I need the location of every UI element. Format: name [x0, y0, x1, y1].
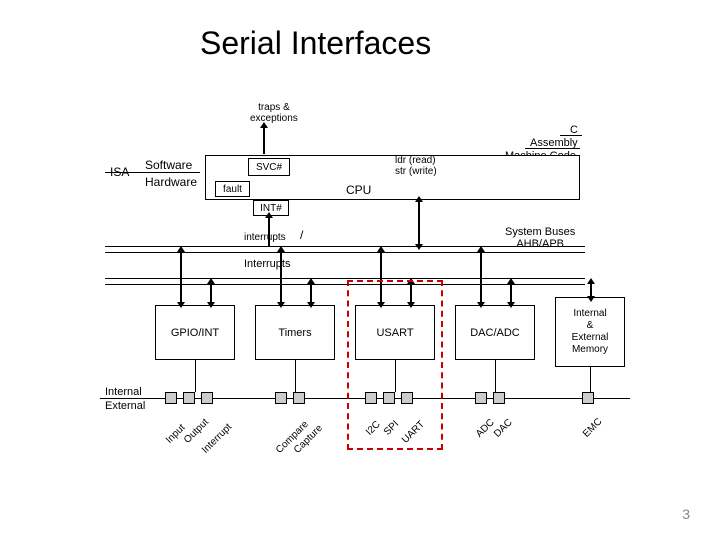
pin-sq	[201, 392, 213, 404]
hardware-label: Hardware	[145, 175, 197, 189]
arrow-mem-bus	[590, 284, 592, 296]
arrow-dac-int	[480, 252, 482, 302]
pin-label: Input	[164, 422, 188, 446]
peripheral-timers: Timers	[255, 305, 335, 360]
tick-5	[590, 367, 591, 392]
internal-label: Internal	[105, 386, 142, 398]
tick-1	[195, 360, 196, 392]
isa-divider	[105, 172, 200, 173]
interrupts2-label: Interrupts	[244, 258, 290, 270]
external-label: External	[105, 400, 145, 412]
pin-label: EMC	[581, 416, 605, 440]
tick-4	[495, 360, 496, 392]
cpu-label: CPU	[346, 183, 371, 197]
pin-sq	[165, 392, 177, 404]
arrow-dac-bus	[510, 284, 512, 302]
interrupt-bus-bot	[105, 252, 585, 253]
slide-title: Serial Interfaces	[200, 25, 431, 62]
traps-arrow	[263, 128, 265, 154]
arrow-gpio-bus	[210, 284, 212, 302]
peripheral-gpio: GPIO/INT	[155, 305, 235, 360]
fault-box: fault	[215, 181, 250, 197]
software-label: Software	[145, 158, 192, 172]
interrupts-arrow	[268, 218, 270, 246]
ldr-label: ldr (read)	[395, 155, 436, 166]
pin-label: DAC	[492, 417, 515, 440]
pin-sq	[493, 392, 505, 404]
arrow-timers-bus	[310, 284, 312, 302]
peripheral-dac: DAC/ADC	[455, 305, 535, 360]
pin-sq	[183, 392, 195, 404]
pin-label: ADC	[474, 417, 497, 440]
traps-label: traps & exceptions	[250, 102, 298, 124]
svc-box: SVC#	[248, 158, 290, 176]
pin-sq	[293, 392, 305, 404]
interrupt-slash: /	[300, 228, 303, 242]
pin-sq	[582, 392, 594, 404]
cpu-bus-arrow	[418, 202, 420, 244]
highlight-usart	[347, 280, 443, 450]
page-number: 3	[682, 506, 690, 522]
pin-sq	[475, 392, 487, 404]
stack-line2	[525, 148, 580, 149]
arrow-timers-int	[280, 252, 282, 302]
tick-2	[295, 360, 296, 392]
str-label: str (write)	[395, 166, 437, 177]
arrow-gpio-int	[180, 252, 182, 302]
pin-sq	[275, 392, 287, 404]
system-bus-bot	[105, 284, 585, 285]
peripheral-mem: Internal & External Memory	[555, 297, 625, 367]
interrupts-label: interrupts	[244, 232, 286, 243]
stack-line1	[560, 135, 582, 136]
